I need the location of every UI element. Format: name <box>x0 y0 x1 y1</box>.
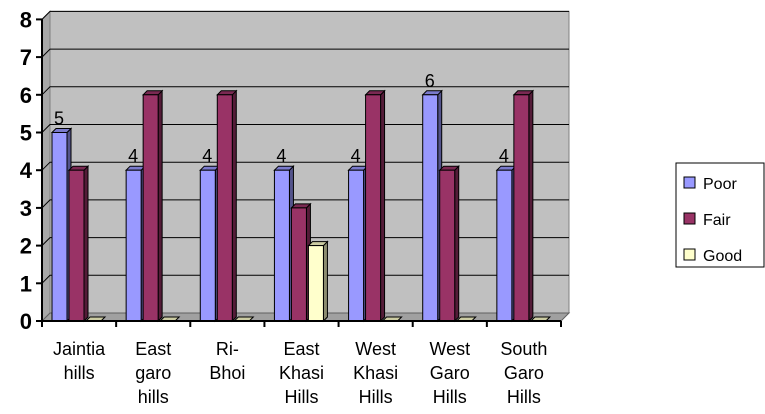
legend-swatch <box>683 212 696 225</box>
bar-top <box>438 165 460 171</box>
x-category-label: South Garo Hills <box>500 339 547 407</box>
bar-top <box>290 203 312 209</box>
bar <box>273 169 290 322</box>
data-label: 4 <box>499 146 509 166</box>
bar <box>290 207 307 322</box>
bar-top <box>141 90 164 96</box>
x-category-label: Jaintia hills <box>53 339 106 383</box>
bars <box>50 89 552 323</box>
axes: 0 1 2 3 4 5 6 7 8 Jaintia hills East garo hills Ri-Bho… <box>20 7 562 407</box>
bar-top <box>199 165 221 171</box>
bar <box>68 169 85 322</box>
bar <box>348 169 365 322</box>
bar-side <box>231 89 237 323</box>
data-label: 4 <box>351 146 361 166</box>
gridline <box>41 10 569 20</box>
x-category-label: Ri-Bhoi <box>209 339 245 383</box>
bar-top <box>347 165 369 171</box>
gridline <box>41 48 569 58</box>
bar-top <box>307 241 329 247</box>
legend: Poor Fair Good <box>675 162 765 268</box>
bar <box>125 169 142 322</box>
bar <box>439 169 456 322</box>
y-tick-label: 3 <box>20 196 32 221</box>
gridline <box>41 86 569 96</box>
bar-top <box>50 128 73 133</box>
bar-side <box>83 164 89 323</box>
bar <box>496 169 513 322</box>
data-label: 6 <box>425 71 435 91</box>
bar <box>216 94 233 322</box>
data-label: 4 <box>202 146 212 166</box>
legend-label: Poor <box>703 176 737 193</box>
bar <box>199 169 216 322</box>
bar-top <box>495 165 518 171</box>
gridline <box>41 124 569 133</box>
legend-swatch <box>683 176 696 189</box>
y-tick-label: 4 <box>20 158 33 183</box>
bar <box>513 94 530 322</box>
bar-top <box>124 165 147 171</box>
data-labels: 5 4 4 4 4 6 4 <box>54 71 509 166</box>
data-label: 4 <box>128 146 138 166</box>
y-tick-label: 0 <box>20 309 32 334</box>
bar-top <box>216 90 238 96</box>
bar <box>307 245 324 322</box>
bar-side <box>322 240 328 323</box>
bar <box>142 94 159 322</box>
bar-side <box>157 89 163 323</box>
x-category-label: East Khasi Hills <box>279 339 324 407</box>
bar-top <box>273 165 295 171</box>
x-category-label: East garo hills <box>135 339 171 407</box>
bar-top <box>421 90 443 96</box>
gridline <box>41 274 569 284</box>
legend-label: Fair <box>703 212 731 229</box>
bar-side <box>380 89 386 323</box>
gridlines <box>41 10 569 284</box>
bar <box>422 94 439 322</box>
y-tick-label: 6 <box>20 83 32 108</box>
x-category-label: West Khasi Hills <box>353 339 398 407</box>
data-label: 5 <box>54 109 64 129</box>
legend-label: Good <box>703 248 742 265</box>
gridline <box>41 161 569 171</box>
bar-top <box>67 165 90 171</box>
bar <box>51 132 68 322</box>
data-label: 4 <box>276 146 286 166</box>
bar-side <box>454 164 460 323</box>
bar-top <box>512 90 535 96</box>
legend-swatch <box>683 248 696 261</box>
gridline <box>41 199 569 209</box>
bar-side <box>528 89 534 323</box>
y-tick-label: 1 <box>20 271 32 296</box>
y-tick-label: 7 <box>20 45 32 70</box>
x-category-label: West Garo Hills <box>429 339 470 407</box>
bar <box>365 94 382 322</box>
bar-top <box>364 90 386 96</box>
gridline <box>41 237 569 246</box>
y-tick-label: 8 <box>20 7 32 32</box>
y-tick-label: 5 <box>20 121 32 146</box>
y-tick-label: 2 <box>20 234 32 259</box>
